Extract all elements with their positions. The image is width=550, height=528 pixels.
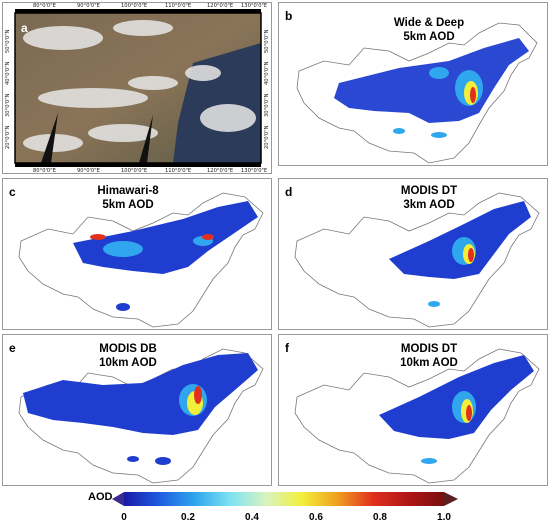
panel-label-c: c [9,185,16,199]
colorbar-tick-label: 0.6 [309,512,323,523]
right-tick-4: 20°0'0"N [264,125,270,150]
panel-c-title-line2: 5km AOD [102,199,154,211]
satellite-image [14,9,262,167]
colorbar-gradient [124,492,444,506]
panel-b-title-line2: 5km AOD [403,31,455,43]
right-tick-1: 50°0'0"N [264,29,270,54]
left-tick-4: 20°0'0"N [5,125,11,150]
top-tick-1: 80°0'0"E [33,3,56,9]
panel-b-title-line1: Wide & Deep [393,17,465,29]
top-tick-4: 110°0'0"E [165,3,192,9]
bottom-tick-4: 110°0'0"E [165,168,192,174]
right-tick-3: 30°0'0"N [264,93,270,118]
left-tick-3: 30°0'0"N [5,93,11,118]
bottom-tick-1: 80°0'0"E [33,168,56,174]
bottom-tick-2: 90°0'0"E [77,168,100,174]
panel-e-map: e MODIS DB 10km AOD [2,334,272,486]
colorbar-low-extension [112,492,124,506]
colorbar-tick-label: 0.2 [181,512,195,523]
panel-d-title-line2: 3km AOD [403,199,455,211]
panel-label-a: a [21,21,28,35]
colorbar-label: AOD [88,491,113,503]
panel-b-map: b Wide & Deep 5km AOD [278,2,548,166]
top-tick-6: 130°0'0"E [241,3,268,9]
colorbar-tick-label: 0.8 [373,512,387,523]
china-map-d [294,192,540,328]
china-map-b [296,22,538,164]
panel-f-map: f MODIS DT 10km AOD [278,334,548,486]
panel-e-title-line2: 10km AOD [99,357,157,369]
top-tick-2: 90°0'0"E [77,3,100,9]
left-tick-2: 40°0'0"N [5,61,11,86]
right-tick-2: 40°0'0"N [264,61,270,86]
bottom-tick-6: 130°0'0"E [241,168,268,174]
colorbar-high-extension [444,492,458,506]
colorbar-tick-label: 0.4 [245,512,259,523]
panel-f-title-line2: 10km AOD [400,357,458,369]
china-map-e [18,348,264,484]
panel-c-map: c Himawari-8 5km AOD [2,178,272,330]
china-map-c [18,192,264,328]
panel-f-title-line1: MODIS DT [400,343,458,355]
bottom-tick-3: 100°0'0"E [121,168,148,174]
panel-label-e: e [9,341,16,355]
colorbar-tick-label: 0 [121,512,127,523]
panel-label-d: d [285,185,293,199]
panel-d-map: d MODIS DT 3km AOD [278,178,548,330]
top-tick-3: 100°0'0"E [121,3,148,9]
panel-d-title-line1: MODIS DT [400,185,458,197]
china-map-f [294,348,540,484]
panel-label-f: f [285,341,289,355]
aod-colorbar [112,492,458,506]
colorbar-tick-label: 1.0 [437,512,451,523]
panel-c-title-line1: Himawari-8 [97,185,159,197]
panel-e-title-line1: MODIS DB [99,343,157,355]
bottom-tick-5: 120°0'0"E [207,168,234,174]
top-tick-5: 120°0'0"E [207,3,234,9]
panel-a-satellite-image: a 80°0'0"E 90°0'0"E 100°0'0"E 110°0'0"E … [2,2,272,174]
panel-label-b: b [285,9,293,23]
left-tick-1: 50°0'0"N [5,29,11,54]
